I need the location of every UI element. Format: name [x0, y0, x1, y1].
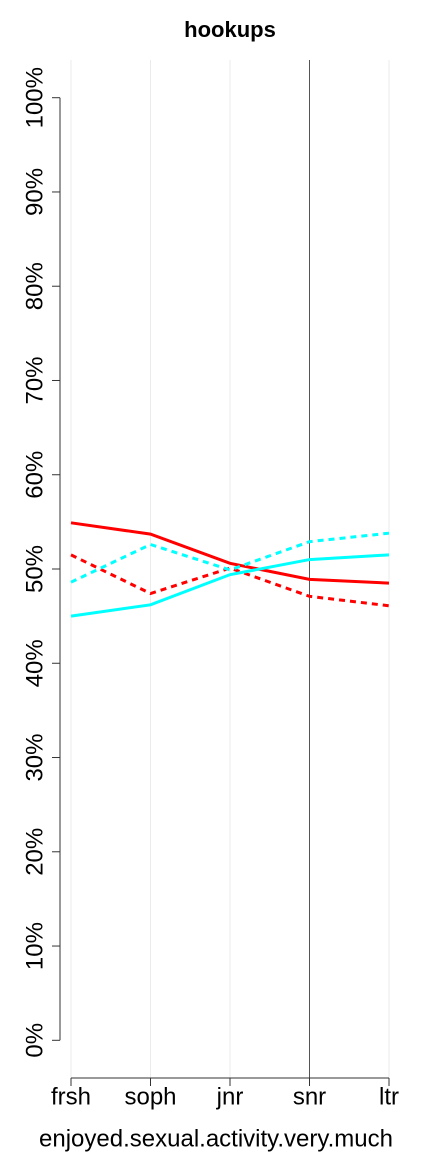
y-tick-label: 60% — [21, 451, 48, 499]
x-tick-label: frsh — [51, 1083, 91, 1110]
x-axis-label: enjoyed.sexual.activity.very.much — [39, 1125, 393, 1152]
x-tick-label: snr — [293, 1083, 326, 1110]
y-tick-label: 30% — [21, 733, 48, 781]
chart-title: hookups — [184, 17, 276, 42]
y-tick-label: 100% — [21, 67, 48, 128]
series-line — [70, 531, 390, 584]
series-line — [70, 553, 390, 608]
y-tick-label: 20% — [21, 828, 48, 876]
series-line — [70, 521, 390, 585]
series-line — [70, 553, 390, 618]
x-tick-label: jnr — [216, 1083, 244, 1110]
y-tick-label: 40% — [21, 639, 48, 687]
x-tick-label: ltr — [379, 1083, 399, 1110]
x-tick-label: soph — [124, 1083, 176, 1110]
y-tick-label: 90% — [21, 168, 48, 216]
y-tick-label: 80% — [21, 262, 48, 310]
y-tick-label: 70% — [21, 356, 48, 404]
y-tick-label: 0% — [21, 1023, 48, 1058]
y-tick-label: 10% — [21, 922, 48, 970]
y-tick-label: 50% — [21, 545, 48, 593]
